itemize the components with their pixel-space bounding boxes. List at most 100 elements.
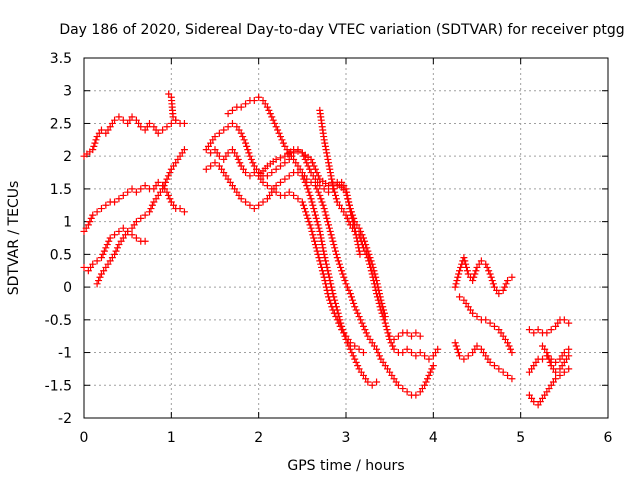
data-point-marker [111,116,119,124]
data-point-marker [333,316,341,324]
data-point-marker [224,149,232,157]
data-point-marker [348,349,356,357]
data-point-marker [429,362,437,370]
data-point-marker [315,224,323,232]
data-point-marker [202,165,210,173]
data-point-marker [352,358,360,366]
data-point-marker [504,371,512,379]
data-point-marker [316,231,324,239]
data-point-marker [487,273,495,281]
data-point-marker [328,175,336,183]
data-point-marker [237,195,245,203]
data-point-marker [315,254,323,262]
data-point-marker [285,172,293,180]
data-point-marker [274,126,282,134]
data-point-marker [207,149,215,157]
data-point-marker [250,205,258,213]
data-point-marker [146,119,153,127]
data-point-marker [89,211,97,219]
data-point-marker [530,398,538,406]
data-point-marker [421,352,429,360]
data-point-marker [300,152,308,160]
data-point-marker [381,313,389,321]
data-point-marker [374,283,382,291]
data-point-marker [560,316,568,324]
data-point-marker [325,221,333,229]
data-point-marker [318,237,326,245]
data-point-marker [334,257,342,265]
data-point-marker [346,205,354,213]
data-point-marker [309,231,317,239]
data-point-marker [426,368,434,376]
x-tick-label: 0 [80,430,89,446]
data-point-marker [346,290,354,298]
data-point-marker [359,322,367,330]
data-point-marker [347,208,355,216]
series-track-11 [386,329,424,343]
data-point-marker [368,260,376,268]
data-point-marker [272,155,280,163]
data-point-marker [119,191,127,199]
data-point-marker [355,224,363,232]
data-point-marker [424,375,432,383]
data-point-marker [390,345,398,353]
data-point-marker [124,188,132,196]
data-point-marker [499,286,507,294]
data-point-marker [386,332,394,340]
data-point-marker [281,159,289,167]
data-point-marker [281,191,289,199]
data-point-marker [312,214,320,222]
data-point-marker [97,126,105,134]
data-point-marker [332,247,340,255]
data-point-marker [488,277,496,285]
data-point-marker [207,162,215,170]
data-point-marker [105,237,113,245]
data-point-marker [272,123,280,131]
data-point-marker [148,201,156,209]
data-point-marker [329,237,337,245]
data-point-marker [306,221,314,229]
data-point-marker [311,241,319,249]
data-point-marker [86,218,94,226]
data-point-marker [451,339,459,347]
data-point-marker [351,355,359,363]
data-point-marker [132,188,140,196]
data-point-marker [141,182,149,190]
data-point-marker [93,208,101,216]
data-point-marker [96,273,104,281]
data-point-marker [403,345,411,353]
data-point-marker [473,313,481,321]
data-point-marker [421,381,429,389]
data-point-marker [237,129,245,137]
data-point-marker [337,263,345,271]
data-point-marker [399,349,407,357]
data-point-marker [367,257,375,265]
data-point-marker [278,136,286,144]
data-point-marker [310,205,318,213]
data-point-marker [350,299,358,307]
data-point-marker [305,218,313,226]
data-point-marker [255,93,263,101]
data-point-marker [389,342,397,350]
data-point-marker [358,231,366,239]
data-point-marker [342,211,350,219]
data-point-marker [364,247,372,255]
data-point-marker [316,257,324,265]
data-point-marker [167,119,175,127]
data-point-marker [246,172,254,180]
x-tick-label: 2 [254,430,263,446]
data-point-marker [543,329,551,337]
data-point-marker [456,267,464,275]
data-point-marker [115,113,123,121]
data-point-marker [313,247,321,255]
data-point-marker [375,286,383,294]
data-point-marker [332,191,340,199]
data-point-marker [211,133,219,141]
y-tick-label: 1.5 [50,182,72,198]
data-point-marker [271,119,279,127]
data-point-marker [307,224,315,232]
data-point-marker [180,119,188,127]
data-point-marker [471,270,479,278]
data-point-marker [428,365,436,373]
